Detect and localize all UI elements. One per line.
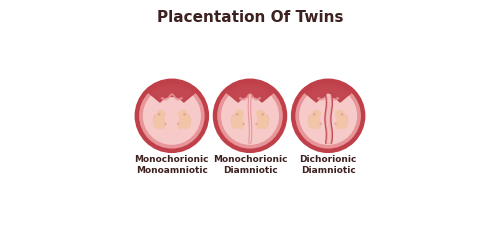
Ellipse shape — [180, 114, 190, 128]
Ellipse shape — [182, 114, 186, 119]
Circle shape — [158, 110, 165, 118]
Circle shape — [259, 111, 264, 117]
Ellipse shape — [182, 117, 184, 119]
Ellipse shape — [154, 114, 164, 128]
Ellipse shape — [161, 125, 165, 128]
Circle shape — [181, 111, 186, 117]
Circle shape — [291, 78, 366, 153]
Circle shape — [143, 87, 201, 145]
Ellipse shape — [186, 115, 190, 126]
Ellipse shape — [154, 122, 162, 128]
Circle shape — [236, 114, 238, 115]
Circle shape — [299, 87, 357, 145]
Ellipse shape — [339, 117, 342, 119]
Ellipse shape — [236, 114, 240, 119]
Circle shape — [262, 114, 264, 115]
Ellipse shape — [238, 121, 242, 124]
Ellipse shape — [257, 125, 261, 128]
Ellipse shape — [260, 117, 262, 119]
Ellipse shape — [258, 114, 268, 128]
Circle shape — [314, 114, 315, 115]
Circle shape — [338, 111, 344, 117]
Ellipse shape — [160, 121, 164, 124]
Ellipse shape — [343, 115, 347, 126]
Ellipse shape — [314, 114, 317, 119]
Ellipse shape — [182, 122, 190, 128]
Ellipse shape — [314, 121, 319, 124]
Ellipse shape — [337, 121, 342, 124]
Text: Placentation Of Twins: Placentation Of Twins — [157, 10, 343, 25]
Circle shape — [158, 111, 163, 117]
Ellipse shape — [180, 121, 184, 124]
Circle shape — [236, 110, 244, 118]
Ellipse shape — [337, 114, 347, 128]
Ellipse shape — [159, 117, 162, 119]
Circle shape — [221, 87, 279, 145]
Polygon shape — [148, 83, 195, 102]
Polygon shape — [227, 83, 273, 102]
Ellipse shape — [238, 117, 240, 119]
Circle shape — [178, 110, 186, 118]
Circle shape — [184, 114, 186, 115]
Ellipse shape — [179, 125, 182, 128]
Ellipse shape — [339, 122, 347, 128]
Text: Monochorionic
Monoamniotic: Monochorionic Monoamniotic — [134, 155, 209, 175]
Ellipse shape — [316, 125, 320, 128]
Circle shape — [217, 83, 283, 149]
Ellipse shape — [258, 121, 262, 124]
Ellipse shape — [314, 117, 318, 119]
Ellipse shape — [232, 115, 236, 126]
Ellipse shape — [239, 125, 243, 128]
Circle shape — [296, 83, 361, 149]
Ellipse shape — [260, 122, 268, 128]
Ellipse shape — [336, 125, 340, 128]
Circle shape — [134, 78, 209, 153]
Circle shape — [236, 111, 241, 117]
Ellipse shape — [232, 122, 240, 128]
Circle shape — [158, 114, 160, 115]
Text: Monochorionic
Diamniotic: Monochorionic Diamniotic — [213, 155, 287, 175]
Circle shape — [212, 78, 288, 153]
Ellipse shape — [232, 114, 242, 128]
Circle shape — [313, 111, 318, 117]
Circle shape — [313, 110, 320, 118]
Ellipse shape — [264, 115, 268, 126]
Ellipse shape — [340, 114, 342, 119]
Polygon shape — [305, 83, 352, 102]
Circle shape — [336, 110, 344, 118]
Ellipse shape — [158, 114, 162, 119]
Ellipse shape — [309, 115, 313, 126]
Circle shape — [139, 83, 204, 149]
Ellipse shape — [308, 114, 320, 128]
Ellipse shape — [154, 115, 158, 126]
Text: Dichorionic
Diamniotic: Dichorionic Diamniotic — [300, 155, 357, 175]
Circle shape — [341, 114, 342, 115]
Ellipse shape — [309, 122, 318, 128]
Ellipse shape — [260, 114, 264, 119]
Circle shape — [256, 110, 264, 118]
